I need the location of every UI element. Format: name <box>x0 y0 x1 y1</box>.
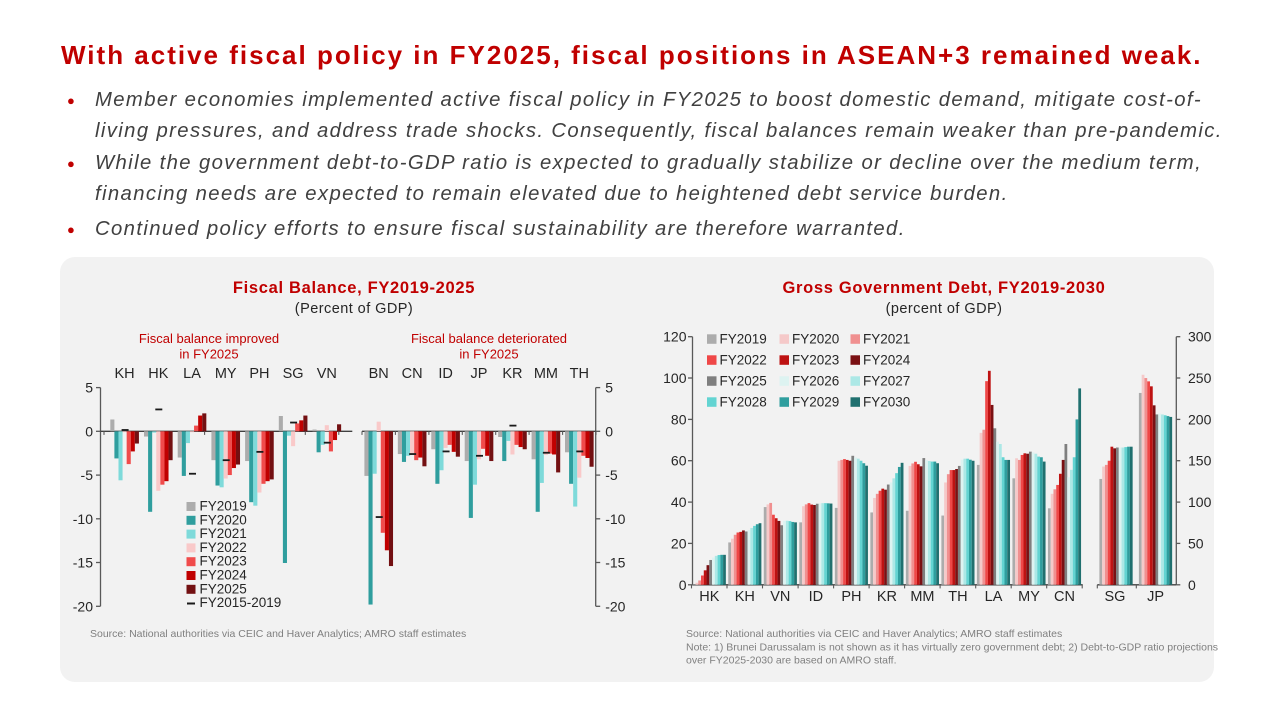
svg-text:PH: PH <box>249 366 269 382</box>
svg-text:VN: VN <box>317 366 337 382</box>
svg-text:(Percent of GDP): (Percent of GDP) <box>295 301 413 317</box>
svg-text:Gross Government Debt, FY2019-: Gross Government Debt, FY2019-2030 <box>783 279 1106 297</box>
svg-text:FY2021: FY2021 <box>863 331 910 346</box>
svg-text:FY2019: FY2019 <box>720 331 767 346</box>
svg-text:HK: HK <box>699 589 719 605</box>
svg-text:FY2020: FY2020 <box>200 512 247 527</box>
svg-text:FY2022: FY2022 <box>720 352 767 367</box>
svg-text:-5: -5 <box>605 467 618 483</box>
svg-text:200: 200 <box>1188 411 1212 427</box>
svg-text:FY2023: FY2023 <box>200 554 247 569</box>
svg-text:(percent of GDP): (percent of GDP) <box>886 301 1003 317</box>
svg-text:-20: -20 <box>605 598 625 614</box>
svg-text:-10: -10 <box>73 511 93 527</box>
svg-text:SG: SG <box>1105 589 1126 605</box>
svg-text:-10: -10 <box>605 511 625 527</box>
svg-text:250: 250 <box>1188 370 1212 386</box>
svg-text:SG: SG <box>283 366 304 382</box>
svg-text:120: 120 <box>663 329 687 345</box>
svg-text:Fiscal balance improved: Fiscal balance improved <box>139 331 279 346</box>
svg-text:FY2024: FY2024 <box>863 352 911 367</box>
svg-text:ID: ID <box>438 366 453 382</box>
svg-text:5: 5 <box>85 380 93 396</box>
svg-text:FY2022: FY2022 <box>200 540 247 555</box>
svg-text:300: 300 <box>1188 329 1212 345</box>
svg-text:VN: VN <box>770 589 790 605</box>
svg-text:TH: TH <box>570 366 589 382</box>
svg-text:KH: KH <box>115 366 135 382</box>
svg-text:JP: JP <box>471 366 488 382</box>
svg-text:MM: MM <box>534 366 558 382</box>
svg-text:FY2030: FY2030 <box>863 394 910 409</box>
svg-text:100: 100 <box>1188 494 1212 510</box>
svg-text:20: 20 <box>671 535 687 551</box>
svg-text:FY2028: FY2028 <box>720 394 767 409</box>
svg-text:-5: -5 <box>81 467 94 483</box>
svg-text:in FY2025: in FY2025 <box>179 347 238 362</box>
svg-text:-20: -20 <box>73 598 93 614</box>
svg-text:-15: -15 <box>73 555 93 571</box>
svg-text:PH: PH <box>841 589 861 605</box>
svg-text:-15: -15 <box>605 555 625 571</box>
svg-text:CN: CN <box>402 366 423 382</box>
svg-text:FY2015-2019: FY2015-2019 <box>200 595 282 610</box>
svg-text:FY2020: FY2020 <box>792 331 839 346</box>
svg-text:0: 0 <box>605 423 613 439</box>
svg-text:FY2023: FY2023 <box>792 352 839 367</box>
svg-text:FY2025: FY2025 <box>200 581 247 596</box>
svg-text:KR: KR <box>877 589 897 605</box>
svg-text:JP: JP <box>1147 589 1164 605</box>
svg-text:Source: National authorities v: Source: National authorities via CEIC an… <box>90 628 466 640</box>
svg-text:Fiscal balance deteriorated: Fiscal balance deteriorated <box>411 331 567 346</box>
svg-text:HK: HK <box>148 366 168 382</box>
svg-text:FY2027: FY2027 <box>863 373 910 388</box>
svg-text:BN: BN <box>369 366 389 382</box>
svg-text:80: 80 <box>671 411 687 427</box>
svg-text:5: 5 <box>605 380 613 396</box>
svg-text:MY: MY <box>215 366 237 382</box>
svg-text:FY2029: FY2029 <box>792 394 839 409</box>
svg-text:0: 0 <box>1188 577 1196 593</box>
svg-text:LA: LA <box>183 366 201 382</box>
svg-text:FY2019: FY2019 <box>200 499 247 514</box>
svg-text:0: 0 <box>85 423 93 439</box>
svg-text:LA: LA <box>985 589 1003 605</box>
svg-text:FY2025: FY2025 <box>720 373 767 388</box>
svg-text:MY: MY <box>1018 589 1040 605</box>
svg-text:100: 100 <box>663 370 687 386</box>
svg-text:MM: MM <box>910 589 934 605</box>
svg-text:FY2024: FY2024 <box>200 568 248 583</box>
svg-text:in FY2025: in FY2025 <box>459 347 518 362</box>
svg-text:TH: TH <box>948 589 967 605</box>
svg-text:Fiscal Balance, FY2019-2025: Fiscal Balance, FY2019-2025 <box>233 279 475 297</box>
svg-text:50: 50 <box>1188 535 1204 551</box>
svg-text:ID: ID <box>809 589 824 605</box>
svg-text:FY2021: FY2021 <box>200 526 247 541</box>
svg-text:FY2026: FY2026 <box>792 373 839 388</box>
svg-text:Source: National authorities v: Source: National authorities via CEIC an… <box>686 628 1062 640</box>
svg-text:CN: CN <box>1054 589 1075 605</box>
svg-text:40: 40 <box>671 494 687 510</box>
svg-text:Note: 1) Brunei Darussalam is: Note: 1) Brunei Darussalam is not shown … <box>686 642 1218 654</box>
svg-text:150: 150 <box>1188 453 1212 469</box>
svg-text:0: 0 <box>679 577 687 593</box>
svg-text:60: 60 <box>671 453 687 469</box>
svg-text:KH: KH <box>735 589 755 605</box>
svg-text:KR: KR <box>502 366 522 382</box>
svg-text:over FY2025-2030 are based on: over FY2025-2030 are based on AMRO staff… <box>686 655 897 667</box>
